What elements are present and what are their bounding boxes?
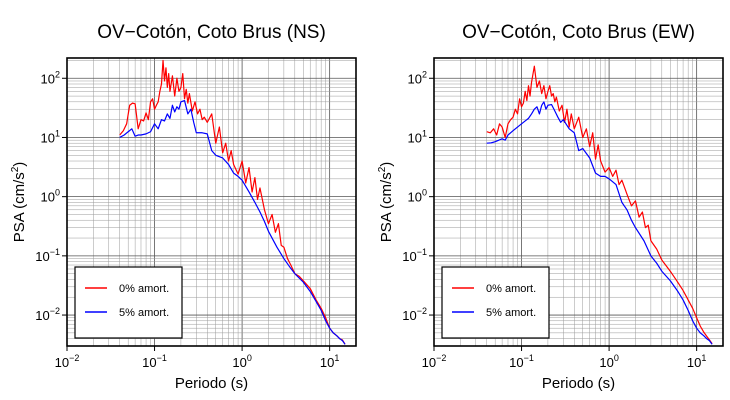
legend: 0% amort. 5% amort. — [74, 266, 183, 339]
x-tick-label: 101 — [320, 353, 339, 370]
series-line-undamped — [119, 59, 346, 345]
chart-panel-ns: 10−2 10−1 100 101 10−2 10−1 100 101 102 OV−Cotón,… — [10, 22, 357, 392]
chart-title: OV−Cotón, Coto Brus (EW) — [462, 22, 695, 43]
x-tick-label: 10−2 — [422, 353, 447, 370]
y-tick-label: 101 — [41, 128, 60, 145]
y-tick-label: 10−1 — [35, 247, 60, 264]
legend-label: 0% amort. — [486, 283, 536, 295]
x-tick-label: 10−2 — [55, 353, 80, 370]
series-line-undamped — [486, 65, 713, 344]
x-tick-label: 10−1 — [142, 353, 167, 370]
y-tick-label: 101 — [408, 128, 427, 145]
y-axis-label: PSA (cm/s2) — [377, 162, 395, 243]
y-tick-label: 102 — [41, 69, 60, 86]
axes-frame — [66, 57, 357, 347]
legend-label: 5% amort. — [119, 307, 169, 319]
y-tick-label: 10−2 — [35, 306, 60, 323]
x-tick-label: 100 — [599, 353, 618, 370]
y-tick-label: 10−1 — [402, 247, 427, 264]
legend-label: 5% amort. — [486, 307, 536, 319]
x-axis-label: Periodo (s) — [175, 375, 248, 392]
series-line-damped — [486, 101, 713, 345]
x-axis-label: Periodo (s) — [542, 375, 615, 392]
y-tick-label: 100 — [408, 188, 427, 205]
x-tick-label: 10−1 — [509, 353, 534, 370]
chart-title: OV−Cotón, Coto Brus (NS) — [97, 22, 326, 43]
legend-box — [74, 266, 183, 339]
x-tick-label: 101 — [687, 353, 706, 370]
legend-label: 0% amort. — [119, 283, 169, 295]
series-line-damped — [119, 99, 346, 345]
legend-box — [441, 266, 550, 339]
y-tick-label: 102 — [408, 69, 427, 86]
y-tick-label: 10−2 — [402, 306, 427, 323]
chart-panel-ew: 10−2 10−1 100 101 10−2 10−1 100 101 102 OV−Cotón,… — [377, 22, 724, 392]
y-tick-label: 100 — [41, 188, 60, 205]
y-axis-label: PSA (cm/s2) — [10, 162, 28, 243]
legend: 0% amort. 5% amort. — [441, 266, 550, 339]
x-tick-label: 100 — [232, 353, 251, 370]
axes-frame — [433, 57, 724, 347]
